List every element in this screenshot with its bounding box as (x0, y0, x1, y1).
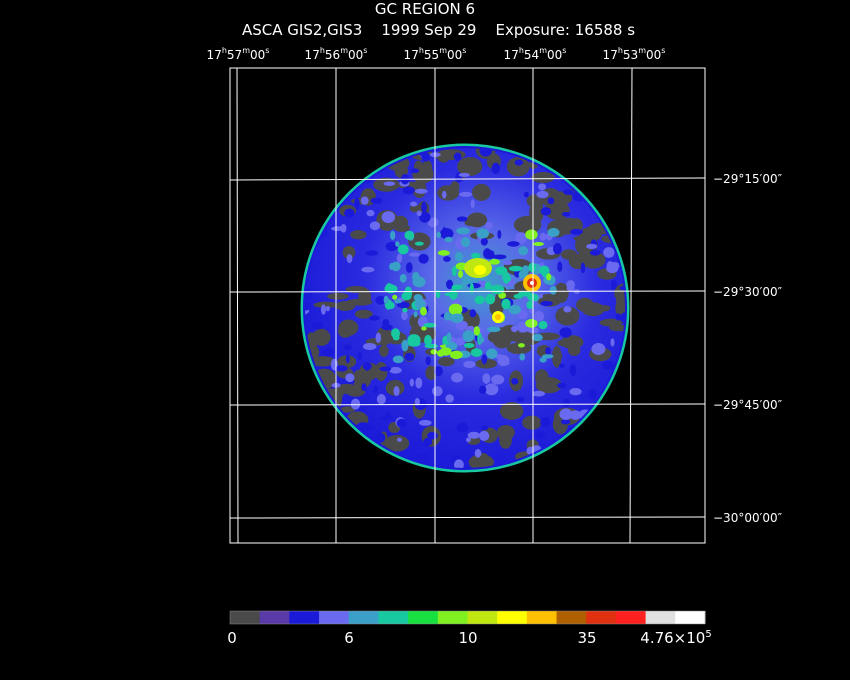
colorbar-segment (437, 611, 468, 624)
dec-tick-label: −29°30′00″ (713, 285, 783, 299)
colorbar-label: 35 (577, 629, 597, 647)
colorbar-segment (526, 611, 558, 624)
dec-tick-label: −29°45′00″ (713, 398, 783, 412)
colorbar-segment (615, 611, 647, 624)
colorbar-segment (348, 611, 379, 624)
coordinate-grid (229, 67, 706, 544)
ra-tick-label: 17h53m00s (602, 46, 666, 62)
colorbar-label: 10 (458, 629, 478, 647)
colorbar-segment (645, 611, 676, 624)
colorbar-segment (408, 611, 439, 624)
x-ray-disk (300, 143, 630, 473)
colorbar-label: 6 (344, 629, 354, 647)
ra-tick-label: 17h57m00s (206, 46, 270, 62)
colorbar-segment (378, 611, 409, 624)
colorbar-segment (586, 611, 617, 624)
colorbar-segment (675, 611, 706, 624)
colorbar-segment (259, 611, 290, 624)
colorbar-segment (319, 611, 350, 624)
dec-tick-label: −29°15′00″ (713, 172, 783, 186)
dec-tick-label: −30°00′00″ (713, 511, 783, 525)
ra-tick-label: 17h55m00s (403, 46, 467, 62)
ra-tick-label: 17h56m00s (304, 46, 368, 62)
colorbar-segment (556, 611, 587, 624)
colorbar-segment (467, 611, 498, 624)
plot-frame (229, 67, 706, 544)
ra-tick-label: 17h54m00s (503, 46, 567, 62)
title: GC REGION 6 (374, 0, 476, 18)
subtitle: ASCA GIS2,GIS3 1999 Sep 29 Exposure: 165… (242, 21, 636, 39)
colorbar-segment (497, 611, 528, 624)
colorbar-label: 4.76×105 (640, 629, 712, 647)
colorbar-segment (289, 611, 320, 624)
colorbar-segment (230, 611, 261, 624)
colorbar-label: 0 (227, 629, 237, 647)
colorbar (230, 611, 706, 624)
